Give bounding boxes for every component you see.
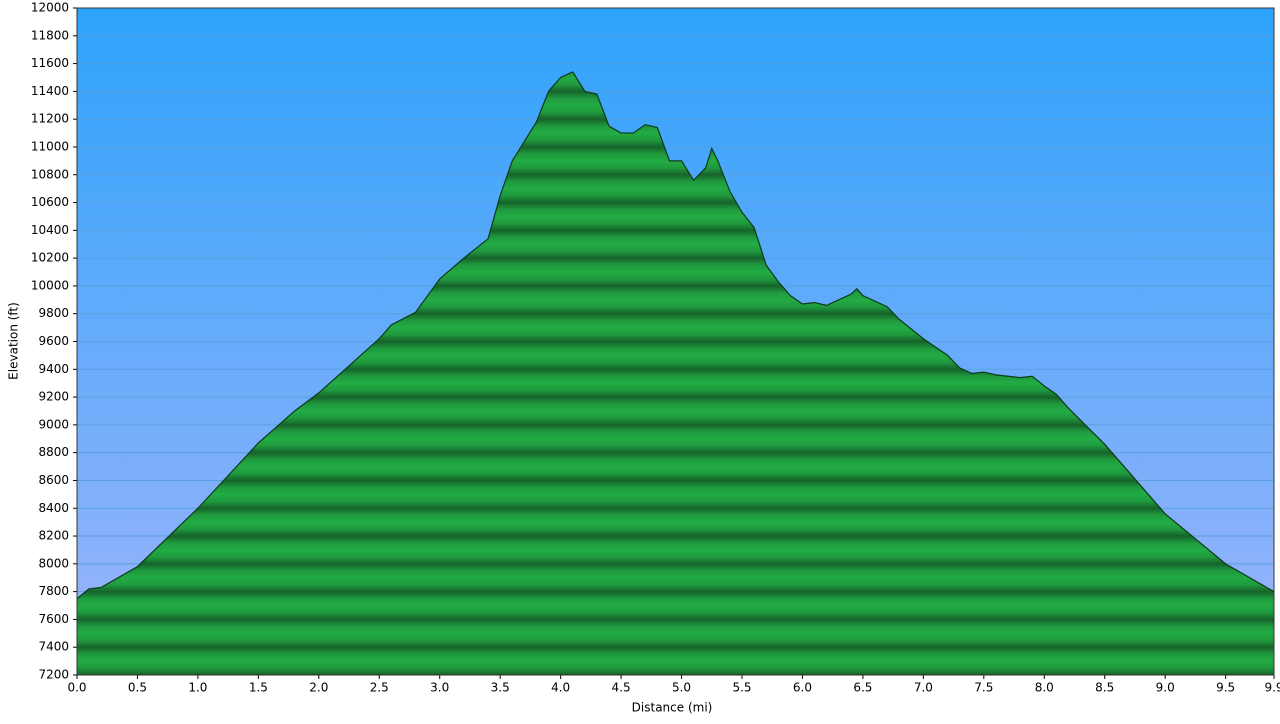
area-fill (77, 71, 1274, 675)
x-tick-label: 5.5 (732, 681, 751, 695)
profile-line (76, 71, 1275, 600)
x-tick-label: 8.0 (1035, 681, 1054, 695)
x-tick-label: 9.0 (1156, 681, 1175, 695)
x-tick-label: 0.0 (67, 681, 86, 695)
x-tick-label: 1.0 (188, 681, 207, 695)
y-tick-label: 9800 (38, 306, 69, 320)
x-tick-label: 2.0 (309, 681, 328, 695)
y-tick-label: 7800 (38, 584, 69, 598)
y-tick-label: 9400 (38, 362, 69, 376)
y-tick-label: 9000 (38, 417, 69, 431)
x-tick-label: 6.5 (853, 681, 872, 695)
y-tick-label: 11000 (31, 139, 69, 153)
y-tick-label: 11400 (31, 84, 69, 98)
y-tick-label: 12000 (31, 1, 69, 15)
y-tick-label: 7200 (38, 668, 69, 682)
x-tick-label: 1.5 (249, 681, 268, 695)
y-tick-label: 8400 (38, 501, 69, 515)
y-tick-label: 8800 (38, 445, 69, 459)
x-tick-label: 7.5 (974, 681, 993, 695)
y-tick-label: 9200 (38, 390, 69, 404)
y-tick-label: 7600 (38, 612, 69, 626)
x-tick-label: 9.5 (1216, 681, 1235, 695)
y-tick-label: 10000 (31, 278, 69, 292)
x-tick-label: 3.5 (491, 681, 510, 695)
y-tick-label: 11800 (31, 28, 69, 42)
y-tick-label: 10400 (31, 223, 69, 237)
x-tick-label: 8.5 (1095, 681, 1114, 695)
x-tick-label: 3.0 (430, 681, 449, 695)
x-tick-label: 2.5 (370, 681, 389, 695)
x-tick-label: 5.0 (672, 681, 691, 695)
y-tick-label: 11600 (31, 56, 69, 70)
x-tick-label: 9.9 (1264, 681, 1280, 695)
x-tick-label: 0.5 (128, 681, 147, 695)
x-axis-title: Distance (mi) (632, 701, 713, 715)
y-tick-label: 9600 (38, 334, 69, 348)
y-tick-label: 8600 (38, 473, 69, 487)
x-tick-label: 7.0 (914, 681, 933, 695)
y-tick-label: 11200 (31, 112, 69, 126)
x-tick-label: 4.0 (551, 681, 570, 695)
y-tick-label: 10800 (31, 167, 69, 181)
y-tick-label: 8200 (38, 529, 69, 543)
y-tick-label: 7400 (38, 640, 69, 654)
y-tick-label: 10600 (31, 195, 69, 209)
y-tick-label: 10200 (31, 251, 69, 265)
y-tick-label: 8000 (38, 556, 69, 570)
x-tick-label: 4.5 (612, 681, 631, 695)
y-axis-title: Elevation (ft) (7, 302, 21, 380)
x-tick-label: 6.0 (793, 681, 812, 695)
plot-frame (76, 7, 1275, 676)
